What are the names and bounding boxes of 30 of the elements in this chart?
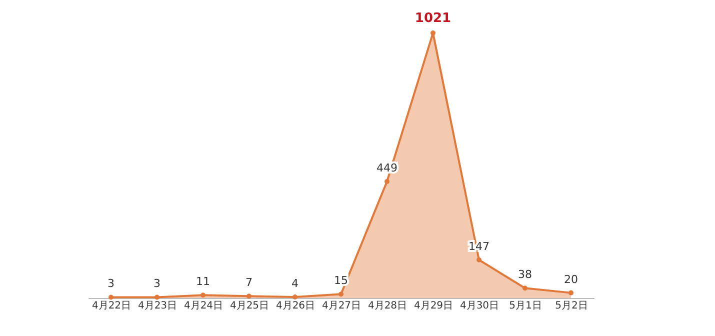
data-label: 20 xyxy=(564,272,578,286)
data-label: 11 xyxy=(196,275,210,288)
data-label: 3 xyxy=(154,277,160,290)
point xyxy=(568,290,574,296)
point xyxy=(476,257,482,262)
x-tick-label: 4月22日 xyxy=(92,300,132,312)
x-tick-label: 4月27日 xyxy=(322,300,362,312)
point xyxy=(246,294,252,299)
x-tick-label: 4月24日 xyxy=(184,300,224,312)
x-tick-label: 4月25日 xyxy=(230,300,270,312)
x-tick-label: 4月28日 xyxy=(368,300,408,312)
data-label: 7 xyxy=(246,276,252,290)
point xyxy=(430,30,436,36)
x-tick-label: 4月26日 xyxy=(276,300,316,312)
data-label: 3 xyxy=(108,277,114,290)
point xyxy=(292,294,298,300)
point xyxy=(338,292,344,297)
point xyxy=(200,292,206,298)
x-tick-label: 4月30日 xyxy=(460,300,500,312)
point xyxy=(154,294,160,300)
x-tick-label: 5月1日 xyxy=(509,300,542,312)
data-label: 38 xyxy=(518,268,532,282)
point xyxy=(108,294,114,300)
x-tick-label: 4月29日 xyxy=(414,300,454,312)
x-tick-label: 5月2日 xyxy=(555,300,588,312)
x-tick-label: 4月23日 xyxy=(138,300,178,312)
data-label: 4 xyxy=(292,276,298,290)
data-label: 1021 xyxy=(414,11,452,26)
point xyxy=(384,178,390,184)
point xyxy=(522,286,528,291)
